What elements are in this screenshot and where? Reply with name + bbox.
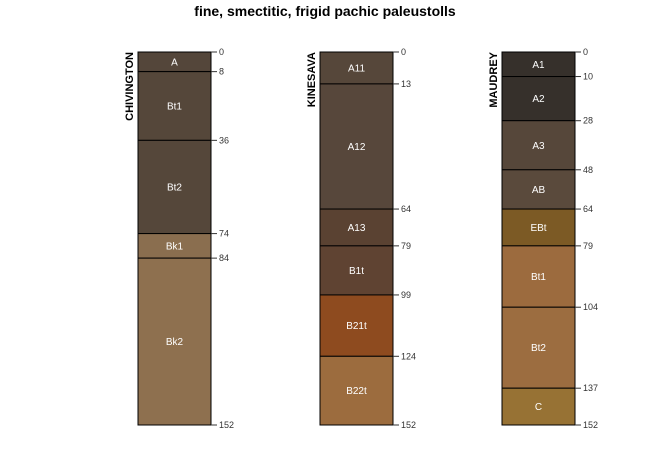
maudrey-horizon-label-7: C [535, 402, 542, 413]
kinesava-depth-label-13: 13 [401, 79, 411, 89]
maudrey-depth-label-48: 48 [583, 165, 593, 175]
maudrey-depth-label-28: 28 [583, 116, 593, 126]
maudrey-depth-label-64: 64 [583, 204, 593, 214]
maudrey-horizon-0 [501, 51, 576, 78]
maudrey-horizon-5 [501, 245, 576, 308]
kinesava-horizon-5 [319, 355, 394, 426]
chart-title: fine, smectitic, frigid pachic paleustol… [194, 3, 456, 19]
maudrey-horizon-label-1: A2 [532, 94, 545, 105]
maudrey-horizon-label-5: Bt1 [531, 272, 546, 283]
kinesava-horizon-label-3: B1t [349, 266, 364, 277]
maudrey-depth-label-137: 137 [583, 383, 598, 393]
maudrey-horizon-3 [501, 169, 576, 210]
maudrey-horizon-7 [501, 387, 576, 426]
kinesava-depth-label-99: 99 [401, 290, 411, 300]
maudrey-horizon-1 [501, 76, 576, 122]
chivington-horizon-label-2: Bt2 [167, 182, 182, 193]
chivington-horizon-label-1: Bt1 [167, 101, 182, 112]
kinesava-profile-name: KINESAVA [306, 52, 318, 107]
maudrey-horizon-label-4: EBt [530, 223, 546, 234]
maudrey-horizon-4 [501, 208, 576, 247]
kinesava-depth-label-124: 124 [401, 351, 416, 361]
kinesava-horizon-label-1: A12 [348, 142, 366, 153]
kinesava-horizon-label-0: A11 [348, 63, 365, 74]
kinesava-horizon-label-2: A13 [348, 223, 366, 234]
chivington-depth-label-74: 74 [219, 229, 229, 239]
chivington-depth-label-0: 0 [219, 47, 224, 57]
maudrey-depth-label-0: 0 [583, 47, 588, 57]
maudrey-depth-label-104: 104 [583, 302, 598, 312]
kinesava-depth-label-0: 0 [401, 47, 406, 57]
chivington-horizon-1 [137, 71, 212, 141]
maudrey-horizon-label-2: A3 [532, 141, 545, 152]
maudrey-horizon-6 [501, 306, 576, 389]
chivington-depth-label-152: 152 [219, 420, 234, 430]
kinesava-depth-label-79: 79 [401, 241, 411, 251]
chivington-depth-label-36: 36 [219, 135, 229, 145]
maudrey-profile-name: MAUDREY [488, 51, 500, 107]
kinesava-horizon-label-5: B22t [346, 386, 367, 397]
kinesava-depth-label-152: 152 [401, 420, 416, 430]
kinesava-horizon-label-4: B21t [346, 321, 367, 332]
kinesava-horizon-0 [319, 51, 394, 85]
chivington-horizon-label-3: Bk1 [166, 241, 184, 252]
maudrey-horizon-label-0: A1 [532, 60, 545, 71]
maudrey-horizon-label-3: AB [532, 185, 546, 196]
chivington-horizon-2 [137, 139, 212, 235]
chivington-horizon-4 [137, 257, 212, 426]
kinesava-horizon-4 [319, 294, 394, 357]
maudrey-depth-label-79: 79 [583, 241, 593, 251]
kinesava-depth-label-64: 64 [401, 204, 411, 214]
maudrey-horizon-label-6: Bt2 [531, 343, 546, 354]
chivington-depth-label-8: 8 [219, 67, 224, 77]
chivington-depth-label-84: 84 [219, 253, 229, 263]
chivington-profile-name: CHIVINGTON [124, 52, 136, 121]
chivington-horizon-label-0: A [171, 57, 178, 68]
maudrey-horizon-2 [501, 120, 576, 171]
maudrey-depth-label-10: 10 [583, 72, 593, 82]
maudrey-depth-label-152: 152 [583, 420, 598, 430]
chivington-horizon-label-4: Bk2 [166, 337, 184, 348]
